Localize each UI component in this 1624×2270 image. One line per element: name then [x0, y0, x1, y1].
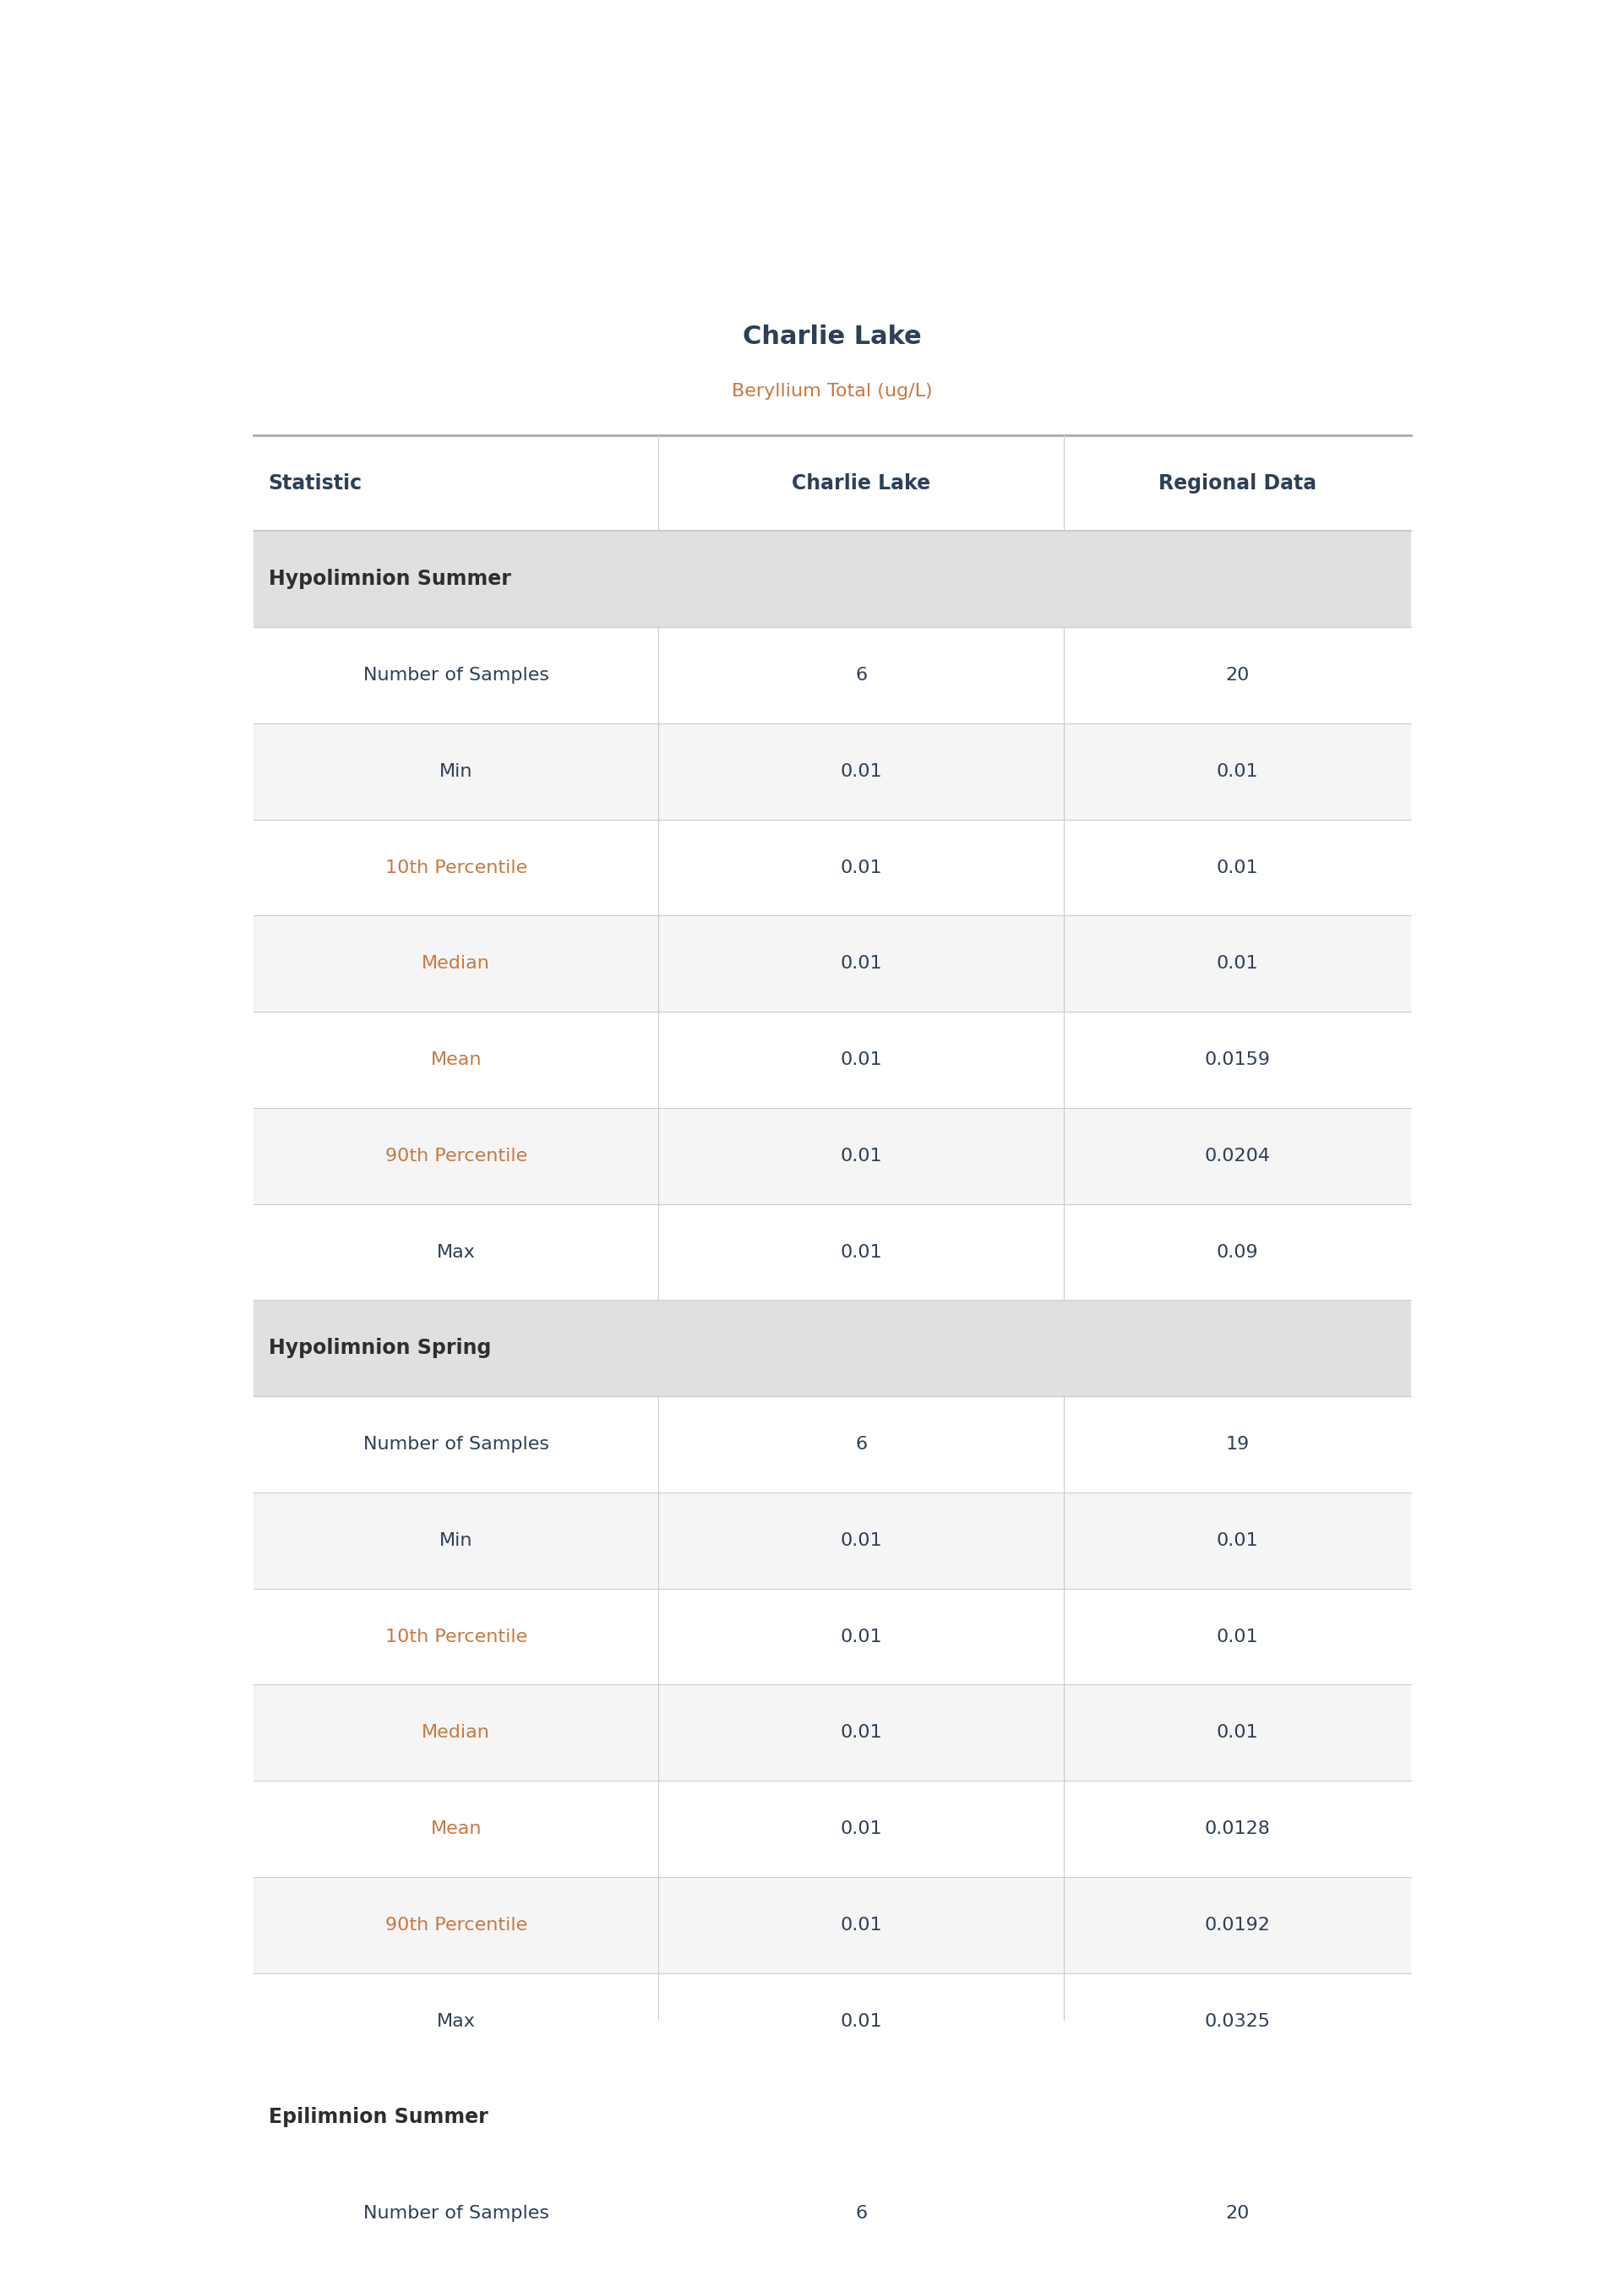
Bar: [253, 1589, 1411, 1684]
Text: 0.01: 0.01: [840, 858, 882, 876]
Text: 0.09: 0.09: [1216, 1244, 1259, 1260]
Bar: [253, 1203, 1411, 1301]
Bar: [253, 1396, 1411, 1491]
Text: 20: 20: [1226, 667, 1249, 683]
Bar: [253, 1973, 1411, 2070]
Bar: [253, 1108, 1411, 1203]
Text: Mean: Mean: [430, 1821, 482, 1836]
Text: 90th Percentile: 90th Percentile: [385, 1149, 528, 1165]
Text: Charlie Lake: Charlie Lake: [793, 472, 931, 493]
Text: Min: Min: [438, 1532, 473, 1548]
Text: 19: 19: [1226, 1437, 1249, 1453]
Text: 6: 6: [856, 2204, 867, 2222]
Text: 0.01: 0.01: [840, 956, 882, 972]
Text: Number of Samples: Number of Samples: [364, 1437, 549, 1453]
Bar: [253, 1012, 1411, 1108]
Text: Hypolimnion Spring: Hypolimnion Spring: [268, 1337, 490, 1357]
Text: 6: 6: [856, 667, 867, 683]
Text: 0.0128: 0.0128: [1205, 1821, 1270, 1836]
Bar: [253, 1684, 1411, 1782]
Text: 0.01: 0.01: [840, 763, 882, 781]
Text: 0.01: 0.01: [840, 1628, 882, 1646]
Text: Hypolimnion Summer: Hypolimnion Summer: [268, 570, 512, 590]
Text: 0.01: 0.01: [840, 1821, 882, 1836]
Bar: [253, 531, 1411, 627]
Text: 0.0204: 0.0204: [1205, 1149, 1270, 1165]
Text: 0.01: 0.01: [840, 1725, 882, 1741]
Bar: [253, 627, 1411, 724]
Text: Regional Data: Regional Data: [1158, 472, 1317, 493]
Bar: [253, 819, 1411, 915]
Bar: [253, 915, 1411, 1012]
Text: 0.01: 0.01: [840, 1051, 882, 1069]
Bar: [253, 1301, 1411, 1396]
Bar: [253, 2261, 1411, 2270]
Bar: [253, 1782, 1411, 1877]
Text: 0.01: 0.01: [840, 2013, 882, 2029]
Bar: [253, 2070, 1411, 2166]
Bar: [253, 1877, 1411, 1973]
Bar: [253, 436, 1411, 531]
Text: 0.0325: 0.0325: [1205, 2013, 1270, 2029]
Text: Epilimnion Summer: Epilimnion Summer: [268, 2107, 487, 2127]
Text: 90th Percentile: 90th Percentile: [385, 1916, 528, 1934]
Text: 0.01: 0.01: [1216, 1628, 1259, 1646]
Text: Max: Max: [437, 1244, 476, 1260]
Text: 0.01: 0.01: [840, 1149, 882, 1165]
Text: 0.01: 0.01: [1216, 858, 1259, 876]
Text: 10th Percentile: 10th Percentile: [385, 1628, 528, 1646]
Text: Median: Median: [422, 1725, 490, 1741]
Text: Number of Samples: Number of Samples: [364, 667, 549, 683]
Bar: [253, 724, 1411, 819]
Text: 0.01: 0.01: [1216, 1532, 1259, 1548]
Text: Number of Samples: Number of Samples: [364, 2204, 549, 2222]
Bar: [253, 1491, 1411, 1589]
Text: Max: Max: [437, 2013, 476, 2029]
Text: Statistic: Statistic: [268, 472, 362, 493]
Bar: [253, 2166, 1411, 2261]
Text: 20: 20: [1226, 2204, 1249, 2222]
Text: 6: 6: [856, 1437, 867, 1453]
Text: 0.01: 0.01: [840, 1244, 882, 1260]
Text: Min: Min: [438, 763, 473, 781]
Text: 0.01: 0.01: [1216, 1725, 1259, 1741]
Text: 0.01: 0.01: [1216, 763, 1259, 781]
Text: 0.0192: 0.0192: [1205, 1916, 1270, 1934]
Text: Median: Median: [422, 956, 490, 972]
Text: 0.0159: 0.0159: [1205, 1051, 1270, 1069]
Text: 0.01: 0.01: [840, 1532, 882, 1548]
Text: 0.01: 0.01: [1216, 956, 1259, 972]
Text: Mean: Mean: [430, 1051, 482, 1069]
Text: 10th Percentile: 10th Percentile: [385, 858, 528, 876]
Text: 0.01: 0.01: [840, 1916, 882, 1934]
Text: Beryllium Total (ug/L): Beryllium Total (ug/L): [732, 384, 932, 400]
Text: Charlie Lake: Charlie Lake: [742, 325, 922, 350]
